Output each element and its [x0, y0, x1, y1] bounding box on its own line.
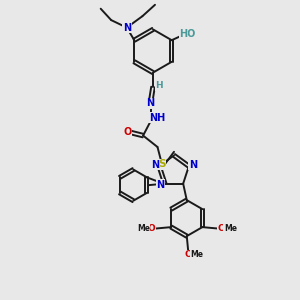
- Text: NH: NH: [149, 112, 165, 123]
- Text: Me: Me: [224, 224, 237, 233]
- Text: N: N: [146, 98, 155, 109]
- Text: N: N: [157, 180, 165, 190]
- Text: Me: Me: [190, 250, 203, 259]
- Text: N: N: [151, 160, 159, 170]
- Text: HO: HO: [179, 28, 196, 39]
- Text: H: H: [155, 81, 163, 90]
- Text: N: N: [189, 160, 197, 170]
- Text: O: O: [148, 224, 156, 233]
- Text: O: O: [123, 127, 131, 137]
- Text: N: N: [123, 22, 131, 33]
- Text: S: S: [158, 159, 166, 170]
- Text: O: O: [218, 224, 226, 233]
- Text: O: O: [184, 250, 192, 259]
- Text: Me: Me: [137, 224, 150, 233]
